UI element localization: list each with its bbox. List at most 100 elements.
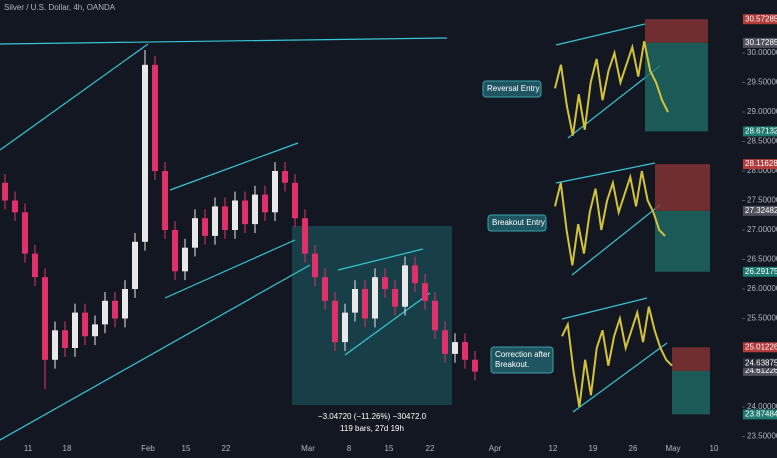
candle-body xyxy=(32,253,38,278)
price-tag xyxy=(743,14,777,25)
y-tick-label: 28.00000 xyxy=(747,166,777,175)
price-tag-label: 25.01226 xyxy=(745,342,777,351)
candle-body xyxy=(82,312,88,337)
candle-body xyxy=(422,283,428,301)
candle-body xyxy=(142,64,148,242)
price-tag xyxy=(743,342,777,353)
candle-body xyxy=(102,300,108,325)
candle-body xyxy=(22,212,28,254)
measure-duration: 119 bars, 27d 19h xyxy=(340,424,404,433)
price-tag-label: 26.29175 xyxy=(745,267,777,276)
candle-body xyxy=(72,312,78,348)
candle-body xyxy=(122,289,128,319)
callout-label: Breakout Entry xyxy=(492,218,545,227)
y-tick-label: 24.00000 xyxy=(747,402,777,411)
candle-body xyxy=(262,194,268,213)
y-tick-label: 27.50000 xyxy=(747,196,777,205)
x-tick-label: 22 xyxy=(222,444,231,453)
candle-body xyxy=(292,182,298,219)
candle-body xyxy=(382,277,388,289)
candle-body xyxy=(112,300,118,319)
price-tag xyxy=(743,409,777,420)
candle-body xyxy=(432,300,438,331)
x-tick-label: 8 xyxy=(347,444,352,453)
candle-body xyxy=(442,330,448,354)
candle-body xyxy=(182,247,188,272)
price-tag-label: 30.57285 xyxy=(745,14,777,23)
x-tick-label: 26 xyxy=(629,444,638,453)
y-tick-label: 26.50000 xyxy=(747,255,777,264)
candle-body xyxy=(42,277,48,360)
target-zone xyxy=(655,210,710,272)
candle-body xyxy=(322,277,328,301)
price-tag-label: 28.67132 xyxy=(745,127,777,136)
candle-body xyxy=(472,359,478,372)
price-tag xyxy=(743,126,777,137)
x-tick-label: 22 xyxy=(426,444,435,453)
candle-body xyxy=(92,324,98,337)
candle-body xyxy=(342,312,348,343)
y-tick-label: 26.00000 xyxy=(747,284,777,293)
callout-label: Reversal Entry xyxy=(487,84,539,93)
x-tick-label: May xyxy=(665,444,680,453)
y-tick-label: 28.50000 xyxy=(747,137,777,146)
x-tick-label: Apr xyxy=(489,444,502,453)
stop-zone xyxy=(655,164,710,211)
x-tick-label: 15 xyxy=(385,444,394,453)
candle-body xyxy=(242,200,248,225)
price-tag-label: 27.32482 xyxy=(745,206,777,215)
last-price-label: 24.63875 xyxy=(745,358,777,367)
candle-body xyxy=(132,241,138,289)
stop-zone xyxy=(672,347,710,371)
price-tag xyxy=(743,205,777,216)
candle-body xyxy=(172,230,178,272)
candle-body xyxy=(222,206,228,230)
candle-body xyxy=(2,182,8,201)
callout-box xyxy=(487,214,547,232)
target-zone xyxy=(672,370,710,415)
x-tick-label: Mar xyxy=(301,444,315,453)
x-tick-label: Feb xyxy=(141,444,155,453)
y-tick-label: 29.00000 xyxy=(747,107,777,116)
candle-body xyxy=(352,289,358,313)
last-price-tag xyxy=(743,358,777,369)
pattern-line xyxy=(554,170,666,266)
price-tag-label: 30.17285 xyxy=(745,38,777,47)
candle-body xyxy=(152,64,158,171)
candle-body xyxy=(232,200,238,230)
y-tick-label: 23.50000 xyxy=(747,432,777,441)
x-tick-label: 19 xyxy=(589,444,598,453)
candle-body xyxy=(162,171,168,230)
candle-body xyxy=(62,330,68,348)
chart-title: Silver / U.S. Dollar, 4h, OANDA xyxy=(4,3,116,12)
target-zone xyxy=(645,42,708,132)
callout-box xyxy=(490,346,554,374)
candle-body xyxy=(202,218,208,236)
price-axis xyxy=(742,0,777,458)
candle-body xyxy=(392,289,398,307)
y-tick-label: 29.50000 xyxy=(747,78,777,87)
candle-body xyxy=(312,253,318,278)
x-tick-label: 10 xyxy=(710,444,719,453)
y-tick-label: 25.50000 xyxy=(747,314,777,323)
candle-body xyxy=(12,200,18,213)
pattern-line xyxy=(561,306,673,408)
candle-body xyxy=(362,289,368,319)
callout-label: Correction after Breakout. xyxy=(495,350,550,369)
callout-line: Correction after xyxy=(495,350,550,359)
callout-line: Breakout. xyxy=(495,360,529,369)
price-tag xyxy=(743,159,777,170)
candle-body xyxy=(402,265,408,307)
candle-body xyxy=(302,218,308,254)
candle-body xyxy=(252,194,258,225)
y-tick-label: 27.00000 xyxy=(747,225,777,234)
candle-body xyxy=(452,342,458,354)
x-tick-label: 15 xyxy=(182,444,191,453)
pattern-line xyxy=(554,41,669,136)
candle-body xyxy=(212,206,218,236)
callout-box xyxy=(482,80,542,98)
x-tick-label: 11 xyxy=(24,444,33,453)
measure-change: −3.04720 (−11.26%) −30472.0 xyxy=(318,412,427,421)
